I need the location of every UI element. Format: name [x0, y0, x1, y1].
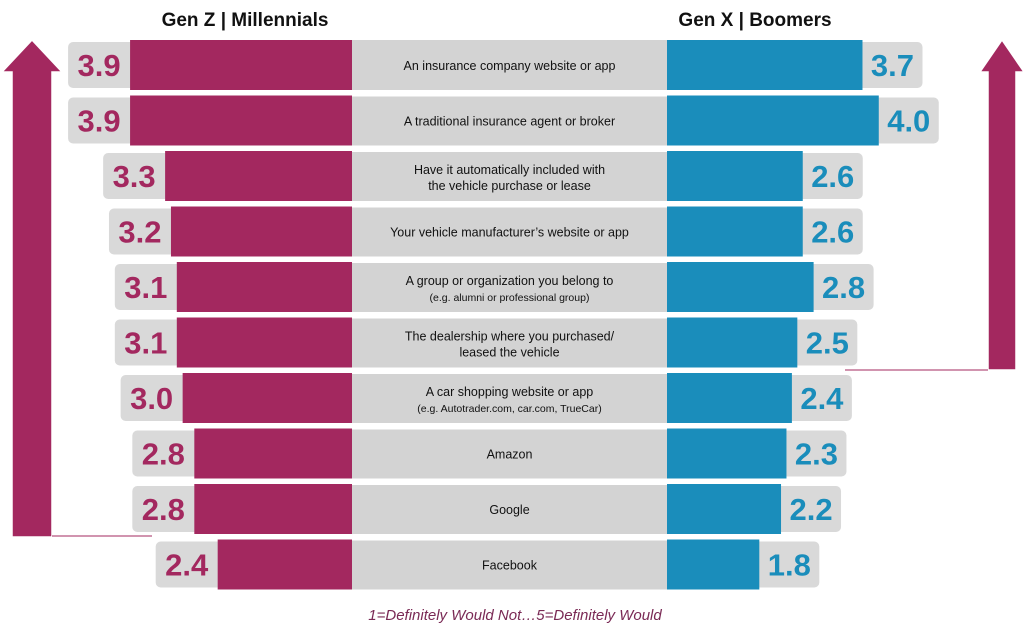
left-bar — [194, 484, 352, 534]
category-cell — [352, 373, 667, 423]
category-cell — [352, 151, 667, 201]
right-value-label: 2.6 — [811, 215, 854, 250]
category-cell — [352, 95, 667, 146]
left-bar — [130, 40, 352, 90]
left-value-label: 3.3 — [113, 159, 156, 194]
category-cell — [352, 539, 667, 590]
right-bar — [667, 317, 798, 368]
right-arrow — [845, 38, 1024, 371]
right-bar — [667, 95, 879, 146]
left-bar — [176, 262, 352, 312]
category-label: A traditional insurance agent or broker — [404, 115, 615, 129]
left-bar — [176, 317, 352, 368]
right-bar — [667, 373, 792, 423]
category-cell — [352, 262, 667, 312]
category-label: A group or organization you belong to — [406, 274, 614, 288]
right-header: Gen X | Boomers — [678, 10, 831, 31]
left-bar — [217, 539, 352, 590]
left-value-label: 3.1 — [124, 326, 167, 361]
category-cell — [352, 317, 667, 368]
left-arrow — [0, 38, 152, 538]
right-bar — [667, 206, 803, 257]
left-value-label: 3.0 — [130, 381, 173, 416]
footnote: 1=Definitely Would Not…5=Definitely Woul… — [368, 607, 662, 624]
left-header: Gen Z | Millennials — [162, 10, 329, 31]
category-label: Have it automatically included with — [414, 163, 605, 177]
right-bar — [667, 484, 782, 534]
right-value-label: 2.5 — [806, 326, 849, 361]
left-value-label: 3.1 — [124, 270, 167, 305]
right-bar — [667, 262, 814, 312]
category-label-line2: leased the vehicle — [459, 346, 559, 360]
category-label: Google — [489, 503, 529, 517]
left-bar — [182, 373, 352, 423]
category-cell — [352, 428, 667, 479]
right-value-label: 2.4 — [800, 381, 844, 416]
left-value-label: 3.9 — [78, 104, 121, 139]
category-label: Facebook — [482, 559, 538, 573]
category-label: Amazon — [487, 448, 533, 462]
left-bar — [130, 95, 352, 146]
category-label: A car shopping website or app — [426, 385, 594, 399]
left-value-label: 2.8 — [142, 492, 185, 527]
right-value-label: 3.7 — [871, 48, 914, 83]
category-label: An insurance company website or app — [404, 59, 616, 73]
right-bar — [667, 428, 787, 479]
category-label-line2: (e.g. alumni or professional group) — [430, 292, 590, 304]
category-cell — [352, 206, 667, 257]
right-value-label: 2.3 — [795, 437, 838, 472]
left-value-label: 3.9 — [78, 48, 121, 83]
chart-rows: 3.9 3.7 An insurance company website or ap… — [68, 40, 939, 590]
right-bar — [667, 151, 803, 201]
left-value-label: 3.2 — [118, 215, 161, 250]
left-value-label: 2.4 — [165, 548, 209, 583]
right-bar — [667, 539, 760, 590]
category-cell — [352, 484, 667, 534]
category-label: Your vehicle manufacturer’s website or a… — [390, 226, 629, 240]
left-bar — [165, 151, 352, 201]
left-bar — [170, 206, 352, 257]
right-value-label: 1.8 — [768, 548, 811, 583]
category-label-line2: the vehicle purchase or lease — [428, 179, 591, 193]
right-value-label: 2.2 — [789, 492, 832, 527]
category-label-line2: (e.g. Autotrader.com, car.com, TrueCar) — [417, 403, 601, 415]
left-value-label: 2.8 — [142, 437, 185, 472]
category-cell — [352, 40, 667, 90]
left-bar — [194, 428, 352, 479]
right-value-label: 4.0 — [887, 104, 930, 139]
right-value-label: 2.6 — [811, 159, 854, 194]
right-value-label: 2.8 — [822, 270, 865, 305]
right-bar — [667, 40, 863, 90]
category-label: The dealership where you purchased/ — [405, 330, 615, 344]
